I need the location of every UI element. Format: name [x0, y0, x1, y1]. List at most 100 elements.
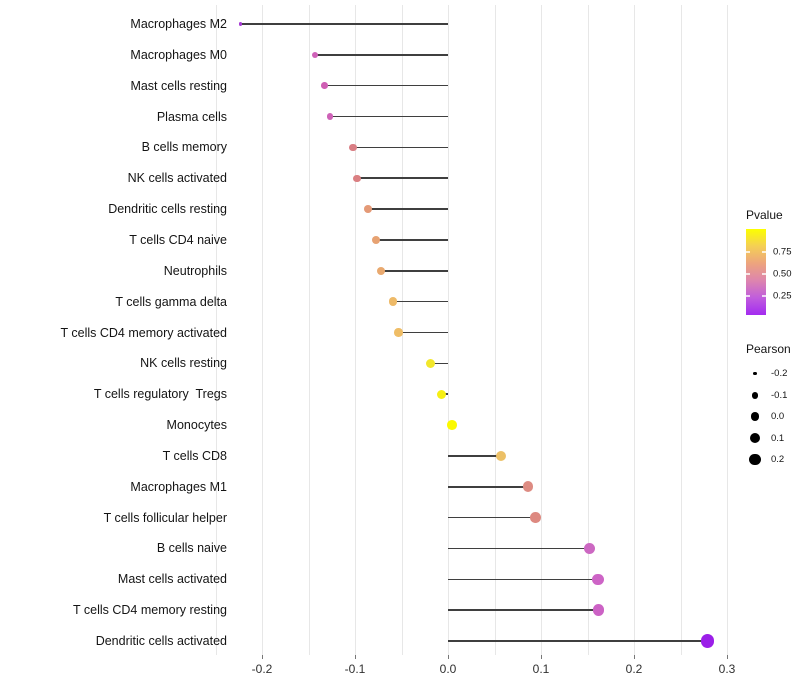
pvalue-gradient-bar: 0.75 0.50 0.25 — [746, 229, 792, 315]
category-label: Macrophages M2 — [130, 17, 227, 31]
x-tick-mark — [541, 655, 542, 659]
pearson-legend-dot-cell — [746, 391, 764, 399]
pearson-legend-label: 0.2 — [771, 454, 785, 466]
data-point — [436, 389, 447, 399]
gridline — [308, 5, 310, 655]
category-label: T cells CD4 memory resting — [73, 603, 227, 618]
data-point — [376, 266, 386, 275]
pvalue-tick-label: 0.50 — [773, 268, 792, 280]
x-tick-mark — [727, 655, 728, 659]
data-point — [446, 420, 457, 430]
x-tick-label: 0.0 — [439, 662, 457, 676]
category-label: T cells CD4 naive — [129, 232, 227, 247]
pearson-legend-dot-cell — [746, 372, 764, 376]
pvalue-gradient-tick — [746, 251, 750, 253]
x-tick-mark — [634, 655, 635, 659]
data-point — [394, 328, 403, 337]
stem-line — [448, 516, 536, 519]
stem-line — [448, 578, 598, 581]
data-point — [495, 450, 507, 462]
category-label: T cells CD4 memory activated — [60, 325, 228, 340]
stem-line — [381, 270, 448, 272]
stem-line — [315, 54, 448, 56]
pvalue-legend: Pvalue 0.75 0.50 0.25 — [746, 208, 792, 315]
data-point — [372, 235, 381, 244]
gridline — [494, 5, 496, 655]
pearson-legend-dot — [750, 412, 760, 422]
category-label: Neutrophils — [163, 263, 227, 278]
pearson-legend-dot-cell — [746, 412, 764, 422]
pearson-legend-entries: -0.2 -0.1 0.0 0.1 0.2 — [746, 363, 791, 471]
category-label: Monocytes — [166, 418, 227, 433]
category-label: NK cells activated — [127, 171, 227, 186]
gridline — [262, 5, 263, 655]
data-point — [591, 573, 604, 586]
gridline — [448, 5, 449, 655]
pearson-legend-label: -0.1 — [771, 389, 788, 401]
pearson-legend-row: -0.2 — [746, 363, 791, 385]
pvalue-legend-title: Pvalue — [746, 208, 783, 222]
x-tick-label: 0.1 — [532, 662, 550, 676]
category-label: T cells gamma delta — [115, 294, 227, 309]
data-point — [349, 143, 357, 152]
data-point — [311, 51, 319, 59]
x-tick-label: -0.2 — [251, 662, 273, 676]
category-label: T cells follicular helper — [103, 510, 227, 525]
pearson-legend-row: 0.0 — [746, 406, 791, 428]
pearson-legend-dot — [750, 433, 760, 444]
stem-line — [376, 239, 448, 241]
stem-line — [448, 640, 708, 642]
x-tick-mark — [355, 655, 356, 659]
stem-line — [448, 485, 528, 488]
pearson-legend-label: 0.0 — [771, 411, 785, 423]
gridline — [634, 5, 635, 655]
data-point — [425, 358, 435, 368]
pearson-legend-row: 0.2 — [746, 449, 791, 471]
pvalue-gradient-tick — [746, 273, 750, 275]
pearson-legend: Pearson -0.2 -0.1 0.0 0.1 0.2 — [746, 342, 791, 471]
pearson-legend-dot-cell — [746, 454, 764, 466]
data-point — [522, 481, 534, 493]
gridline — [355, 5, 356, 655]
gridline — [587, 5, 589, 655]
category-label: T cells CD8 — [162, 448, 227, 463]
data-point — [592, 604, 605, 616]
gridline — [727, 5, 728, 655]
stem-line — [324, 84, 448, 87]
data-point — [700, 634, 715, 648]
gridline — [680, 5, 682, 655]
category-label: NK cells resting — [140, 356, 227, 371]
stem-line — [448, 455, 501, 457]
x-tick-mark — [262, 655, 263, 659]
data-point — [364, 205, 372, 213]
pearson-legend-dot — [749, 454, 761, 466]
stem-line — [430, 362, 448, 365]
data-point — [239, 22, 243, 26]
category-label: Macrophages M1 — [130, 479, 227, 494]
gridline — [541, 5, 542, 655]
category-label: Mast cells resting — [130, 78, 227, 93]
data-point — [321, 82, 328, 89]
pvalue-gradient-tick — [762, 251, 766, 253]
category-label: B cells naive — [156, 541, 227, 556]
stem-line — [353, 146, 448, 149]
pearson-legend-dot — [751, 391, 759, 399]
pearson-legend-label: 0.1 — [771, 432, 785, 444]
pearson-legend-title: Pearson — [746, 342, 791, 356]
category-label: Dendritic cells resting — [108, 202, 227, 217]
category-label: Macrophages M0 — [130, 47, 227, 62]
stem-line — [356, 177, 448, 180]
x-tick-label: 0.2 — [625, 662, 643, 676]
pearson-legend-row: 0.1 — [746, 428, 791, 450]
stem-line — [448, 547, 590, 550]
data-point — [583, 542, 596, 555]
category-label: Dendritic cells activated — [95, 634, 227, 648]
category-label: T cells regulatory Tregs — [93, 387, 227, 402]
data-point — [530, 512, 541, 523]
pvalue-gradient-tick — [746, 295, 750, 297]
gridline — [215, 5, 217, 655]
x-tick-label: 0.3 — [718, 662, 736, 676]
pvalue-tick-label: 0.25 — [773, 290, 792, 302]
data-point — [326, 113, 334, 120]
